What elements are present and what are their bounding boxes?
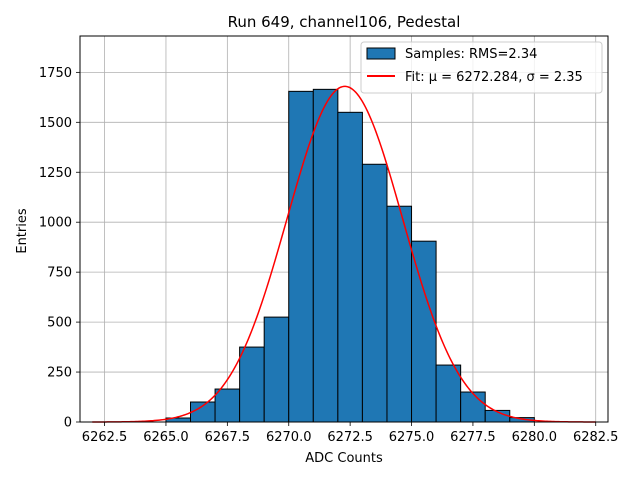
y-tick-label: 750 (47, 266, 72, 281)
y-tick-label: 0 (64, 416, 72, 431)
histogram-bar (435, 364, 462, 423)
y-axis-label: Entries (15, 208, 30, 254)
x-axis-ticks: 6262.5 6265.0 6267.5 6270.0 6272.5 6275.0 6277… (82, 422, 619, 445)
histogram-bar (386, 205, 413, 423)
legend-label-fit: Fit: μ = 6272.284, σ = 2.35 (405, 70, 583, 85)
histogram-bar (312, 88, 339, 423)
legend-label-samples: Samples: RMS=2.34 (405, 47, 537, 62)
y-tick-label: 1750 (39, 66, 72, 81)
plot-frame (79, 35, 609, 423)
histogram-bars (165, 88, 535, 423)
histogram-bar (411, 240, 437, 423)
y-tick-label: 500 (47, 316, 72, 331)
x-tick-label: 6282.5 (573, 430, 619, 445)
x-tick-label: 6270.0 (266, 430, 312, 445)
y-tick-label: 1500 (39, 116, 72, 131)
legend-swatch-samples (366, 47, 396, 60)
x-tick-label: 6275.0 (389, 430, 435, 445)
x-tick-label: 6267.5 (205, 430, 251, 445)
histogram-bar (460, 391, 486, 423)
y-tick-label: 250 (47, 366, 72, 381)
x-tick-label: 6272.5 (327, 430, 373, 445)
histogram-bar (239, 346, 265, 423)
legend: Samples: RMS=2.34 Fit: μ = 6272.284, σ =… (360, 41, 603, 94)
histogram-bar (288, 90, 314, 423)
x-tick-label: 6277.5 (450, 430, 496, 445)
histogram-bar (263, 316, 290, 423)
chart-title: Run 649, channel106, Pedestal (228, 13, 461, 31)
legend-box (360, 41, 603, 94)
y-tick-label: 1000 (39, 216, 72, 231)
histogram-bar (361, 163, 388, 423)
fit-curve (92, 85, 596, 423)
y-tick-label: 1250 (39, 166, 72, 181)
histogram-bar (214, 388, 241, 423)
x-tick-label: 6262.5 (82, 430, 128, 445)
x-tick-label: 6265.0 (143, 430, 189, 445)
histogram-bar (337, 111, 363, 423)
x-tick-label: 6280.0 (512, 430, 558, 445)
y-axis-ticks: 0 250 500 750 1000 1250 1500 1750 (39, 66, 80, 431)
x-axis-label: ADC Counts (305, 451, 383, 466)
